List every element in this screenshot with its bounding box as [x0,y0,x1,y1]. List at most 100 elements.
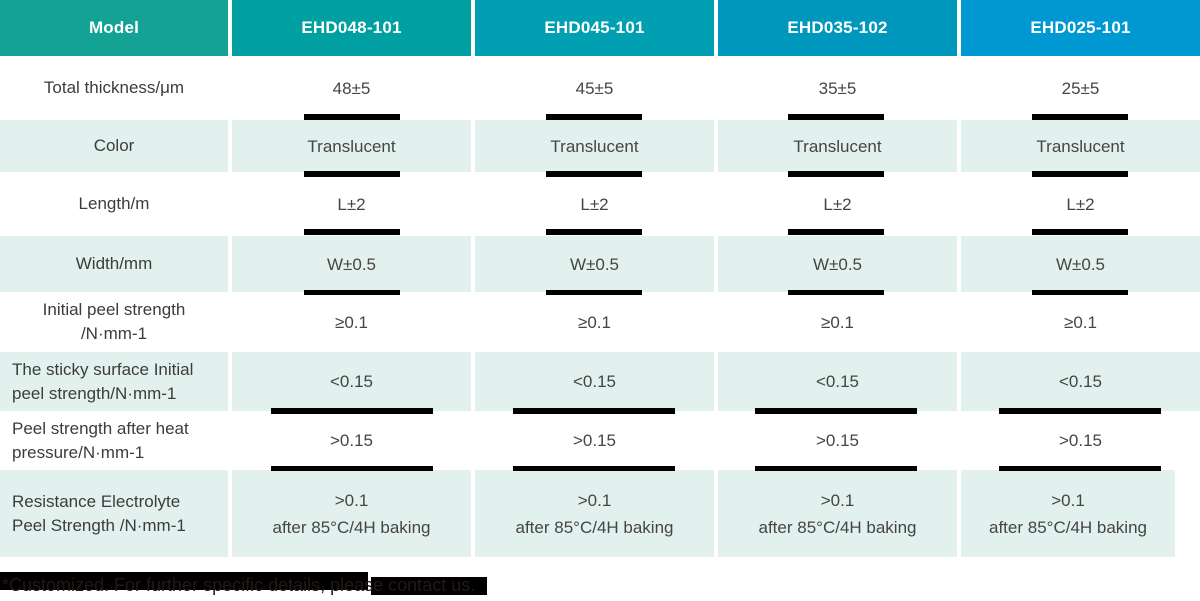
row-label-line: /N·mm-1 [80,324,148,343]
row-label-cell: Total thickness/μm [0,56,228,120]
value-cell: W±0.5 [232,236,471,292]
value-line: >0.1 [577,490,612,510]
underline-bar [788,114,884,120]
row-label-line: Peel Strength /N·mm-1 [12,515,186,535]
header-cell-model: Model [0,0,228,56]
value-line: after 85°C/4H baking [758,517,917,537]
value-cell: Translucent [475,120,714,172]
footnote-text: *Customized. For further specific detail… [2,575,476,595]
header-cell-label: EHD035-102 [787,18,888,37]
value-line: W±0.5 [812,254,862,274]
table-row: The sticky surface Initial peel strength/… [0,352,1200,411]
header-cell-ehd025-101: EHD025-101 [961,0,1200,56]
value-line: 45±5 [575,78,614,98]
underline-bar [999,408,1161,414]
row-label-cell: The sticky surface Initial peel strength/… [0,352,228,411]
header-cell-label: Model [88,18,140,37]
row-label-cell: Initial peel strength/N·mm-1 [0,292,228,352]
value-line: Translucent [550,136,639,156]
value-cell: <0.15 [718,352,957,411]
underline-bar [788,229,884,235]
value-line: L±2 [823,194,852,214]
value-cell: W±0.5 [718,236,957,292]
row-label-cell: Peel strength after heat pressure/N·mm-1 [0,411,228,470]
value-cell: Translucent [718,120,957,172]
value-cell: <0.15 [475,352,714,411]
value-cell: >0.1 after 85°C/4H baking [475,470,714,557]
value-cell: Translucent [232,120,471,172]
row-label-cell: Width/mm [0,236,228,292]
table-row: Peel strength after heat pressure/N·mm-1 >… [0,411,1200,470]
row-label-line: pressure/N·mm-1 [12,442,145,462]
value-cell: >0.15 [232,411,471,470]
value-line: W±0.5 [326,254,376,274]
header-cell-label: EHD025-101 [1030,18,1131,37]
value-line: >0.15 [1058,431,1102,450]
underline-bar [513,408,675,414]
row-label-cell: Color [0,120,228,172]
table-row: Total thickness/μm 48±5 45±5 35±5 25±5 [0,56,1200,120]
underline-bar [546,171,642,177]
row-label-line: The sticky surface Initial [12,359,194,379]
value-line: W±0.5 [569,254,619,274]
underline-bar [1032,114,1128,120]
row-label-line: Total thickness/μm [43,78,185,97]
footnote-highlight-bar [371,577,487,595]
value-line: L±2 [580,194,609,214]
value-line: ≥0.1 [821,312,854,332]
value-line: <0.15 [329,372,373,391]
header-cell-label: EHD048-101 [301,18,402,37]
value-line: L±2 [337,194,366,214]
value-line: ≥0.1 [578,312,611,332]
value-line: >0.1 [334,490,369,510]
value-cell: ≥0.1 [961,292,1200,352]
value-line: <0.15 [1058,372,1102,391]
row-label-cell: Length/m [0,172,228,236]
underline-bar [304,171,400,177]
table-row: Resistance Electrolyte Peel Strength /N·m… [0,470,1200,557]
row-label-cell: Resistance Electrolyte Peel Strength /N·m… [0,470,228,557]
value-line: after 85°C/4H baking [515,517,674,537]
value-line: W±0.5 [1055,254,1105,274]
value-cell: >0.1 after 85°C/4H baking [232,470,471,557]
header-cell-ehd048-101: EHD048-101 [232,0,471,56]
underline-bar [1032,229,1128,235]
table-row: Initial peel strength/N·mm-1 ≥0.1 ≥0.1 ≥0.1… [0,292,1200,352]
spec-table: Model EHD048-101 EHD045-101 EHD035-102 EHD02… [0,0,1200,557]
value-cell: >0.15 [961,411,1200,470]
value-cell: Translucent [961,120,1200,172]
row-label-line: Initial peel strength [42,300,186,319]
value-line: 35±5 [818,78,857,98]
footnote-highlight-bar [0,572,368,590]
underline-bar [513,466,675,471]
value-line: <0.15 [572,372,616,391]
value-cell: ≥0.1 [718,292,957,352]
value-line: Translucent [793,136,882,156]
underline-bar [271,408,433,414]
value-line: Translucent [307,136,396,156]
row-label-line: Peel strength after heat [12,418,189,438]
underline-bar [304,114,400,120]
value-line: after 85°C/4H baking [272,517,431,537]
value-cell: L±2 [232,172,471,236]
value-line: 48±5 [332,78,371,98]
value-cell: W±0.5 [961,236,1200,292]
value-cell: <0.15 [961,352,1200,411]
value-cell: 35±5 [718,56,957,120]
underline-bar [546,290,642,295]
row-label-line: Width/mm [75,254,153,273]
underline-bar [1032,290,1128,295]
value-line: >0.15 [815,431,859,450]
value-cell: L±2 [961,172,1200,236]
underline-bar [271,466,433,471]
underline-bar [546,114,642,120]
value-cell: >0.15 [475,411,714,470]
value-cell: W±0.5 [475,236,714,292]
value-line: >0.15 [329,431,373,450]
value-line: Translucent [1036,136,1125,156]
value-cell: L±2 [475,172,714,236]
table-row: Width/mm W±0.5 W±0.5 W±0.5 W±0.5 [0,236,1200,292]
underline-bar [1032,171,1128,177]
header-row: Model EHD048-101 EHD045-101 EHD035-102 EHD02… [0,0,1200,56]
